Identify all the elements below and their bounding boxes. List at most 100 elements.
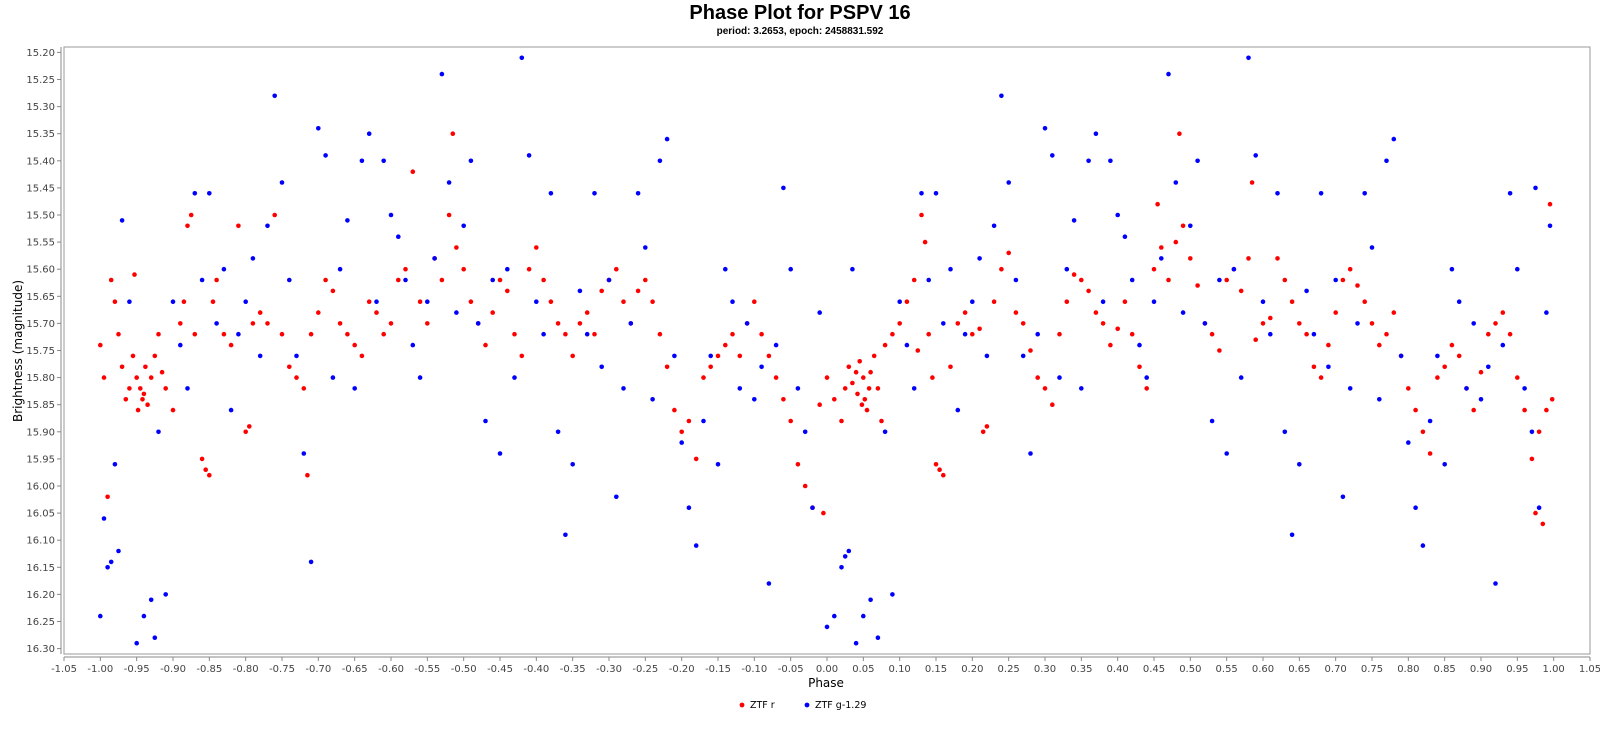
data-point-ztf-r xyxy=(855,391,860,397)
data-point-ztf-r xyxy=(882,342,888,348)
data-point-ztf-g xyxy=(948,266,953,272)
x-tick-label: 0.65 xyxy=(1288,664,1310,675)
data-point-ztf-r xyxy=(1195,283,1200,288)
data-point-ztf-g xyxy=(599,364,604,370)
data-point-ztf-r xyxy=(396,277,401,283)
data-point-ztf-r xyxy=(294,375,299,380)
data-point-ztf-r xyxy=(1377,342,1382,348)
data-point-ztf-r xyxy=(1144,386,1149,391)
data-point-ztf-r xyxy=(1289,299,1295,305)
data-point-ztf-r xyxy=(1547,201,1553,207)
data-point-ztf-g xyxy=(366,131,372,136)
data-point-ztf-g xyxy=(108,559,114,565)
data-point-ztf-r xyxy=(752,299,757,305)
data-point-ztf-g xyxy=(294,353,299,359)
data-point-ztf-r xyxy=(1137,364,1142,370)
data-point-ztf-g xyxy=(1042,126,1048,131)
data-point-ztf-r xyxy=(108,277,114,283)
data-point-ztf-g xyxy=(1355,321,1360,326)
data-point-ztf-r xyxy=(1275,256,1280,261)
data-point-ztf-g xyxy=(185,386,190,391)
data-point-ztf-g xyxy=(170,299,176,305)
x-tick-label: 0.05 xyxy=(852,664,874,675)
data-point-ztf-r xyxy=(1507,331,1513,337)
data-point-ztf-g xyxy=(824,624,830,630)
data-point-ztf-g xyxy=(693,543,699,548)
data-point-ztf-r xyxy=(214,277,219,283)
data-point-ztf-g xyxy=(1486,364,1491,370)
data-point-ztf-g xyxy=(730,299,735,305)
x-tick-label: 0.30 xyxy=(1034,664,1056,675)
data-point-ztf-g xyxy=(592,191,597,196)
data-point-ztf-g xyxy=(141,613,147,619)
data-point-ztf-r xyxy=(228,342,234,348)
data-point-ztf-r xyxy=(170,407,176,413)
data-point-ztf-g xyxy=(555,429,561,435)
data-point-ztf-r xyxy=(1478,369,1484,375)
data-point-ztf-r xyxy=(185,223,190,229)
data-point-ztf-g xyxy=(1529,429,1535,435)
data-point-ztf-r xyxy=(374,310,379,315)
data-point-ztf-r xyxy=(519,353,525,359)
data-point-ztf-r xyxy=(930,375,935,380)
y-tick-label: 16.30 xyxy=(26,644,55,655)
data-point-ztf-r xyxy=(759,331,764,337)
data-point-ztf-r xyxy=(188,212,194,218)
y-axis: 15.20 15.25 15.30 15.35 15.40 15.45 15.50 15.55… xyxy=(26,47,62,655)
data-point-ztf-g xyxy=(228,407,234,413)
data-point-ztf-g xyxy=(991,223,997,229)
y-tick-label: 15.85 xyxy=(26,400,55,411)
data-point-ztf-r xyxy=(330,288,336,294)
data-point-ztf-r xyxy=(1013,310,1019,315)
data-point-ztf-g xyxy=(1369,245,1375,250)
data-point-ztf-g xyxy=(962,331,968,337)
y-tick-label: 15.50 xyxy=(26,211,55,222)
data-point-ztf-r xyxy=(1333,310,1338,315)
data-point-ztf-r xyxy=(1471,407,1476,413)
data-point-ztf-r xyxy=(635,288,641,294)
data-point-ztf-r xyxy=(1020,321,1026,326)
x-tick-label: 0.20 xyxy=(961,664,983,675)
data-point-ztf-r xyxy=(1028,348,1033,353)
data-point-ztf-g xyxy=(505,266,510,272)
data-point-ztf-r xyxy=(795,462,801,467)
data-point-ztf-g xyxy=(1547,223,1553,229)
y-tick-label: 15.20 xyxy=(26,48,55,59)
data-point-ztf-g xyxy=(839,565,844,570)
data-point-ztf-r xyxy=(207,472,212,478)
data-point-ztf-r xyxy=(715,353,721,359)
data-point-ztf-r xyxy=(584,310,590,315)
data-point-ztf-r xyxy=(868,369,873,375)
x-tick-label: -0.85 xyxy=(196,664,222,675)
data-point-ztf-r xyxy=(766,353,772,359)
data-point-ztf-g xyxy=(512,375,517,380)
data-point-ztf-r xyxy=(1486,331,1491,337)
legend: ZTF r ZTF g-1.29 xyxy=(739,700,866,711)
data-point-ztf-r xyxy=(145,402,150,408)
data-point-ztf-g xyxy=(207,191,212,196)
data-point-ztf-r xyxy=(1515,375,1520,380)
data-point-ztf-r xyxy=(301,386,307,391)
data-point-ztf-r xyxy=(272,212,278,218)
data-point-ztf-g xyxy=(904,342,910,348)
data-point-ztf-r xyxy=(922,239,928,245)
x-tick-label: -0.60 xyxy=(378,664,404,675)
data-point-ztf-r xyxy=(247,424,252,429)
y-tick-label: 15.75 xyxy=(26,346,55,357)
data-point-ztf-g xyxy=(708,353,713,359)
data-point-ztf-r xyxy=(410,169,416,174)
data-point-ztf-r xyxy=(850,380,855,386)
data-point-ztf-g xyxy=(1449,266,1455,272)
data-point-ztf-g xyxy=(810,505,815,511)
data-point-ztf-r xyxy=(119,364,125,370)
data-point-ztf-r xyxy=(1435,375,1440,380)
data-point-ztf-r xyxy=(871,353,877,359)
data-point-ztf-g xyxy=(817,310,822,315)
data-point-ztf-r xyxy=(862,397,868,402)
data-point-ztf-g xyxy=(846,548,852,554)
x-tick-label: 0.50 xyxy=(1179,664,1201,675)
data-point-ztf-r xyxy=(1311,364,1317,370)
data-point-ztf-g xyxy=(1544,310,1549,315)
data-point-ztf-g xyxy=(686,505,692,511)
